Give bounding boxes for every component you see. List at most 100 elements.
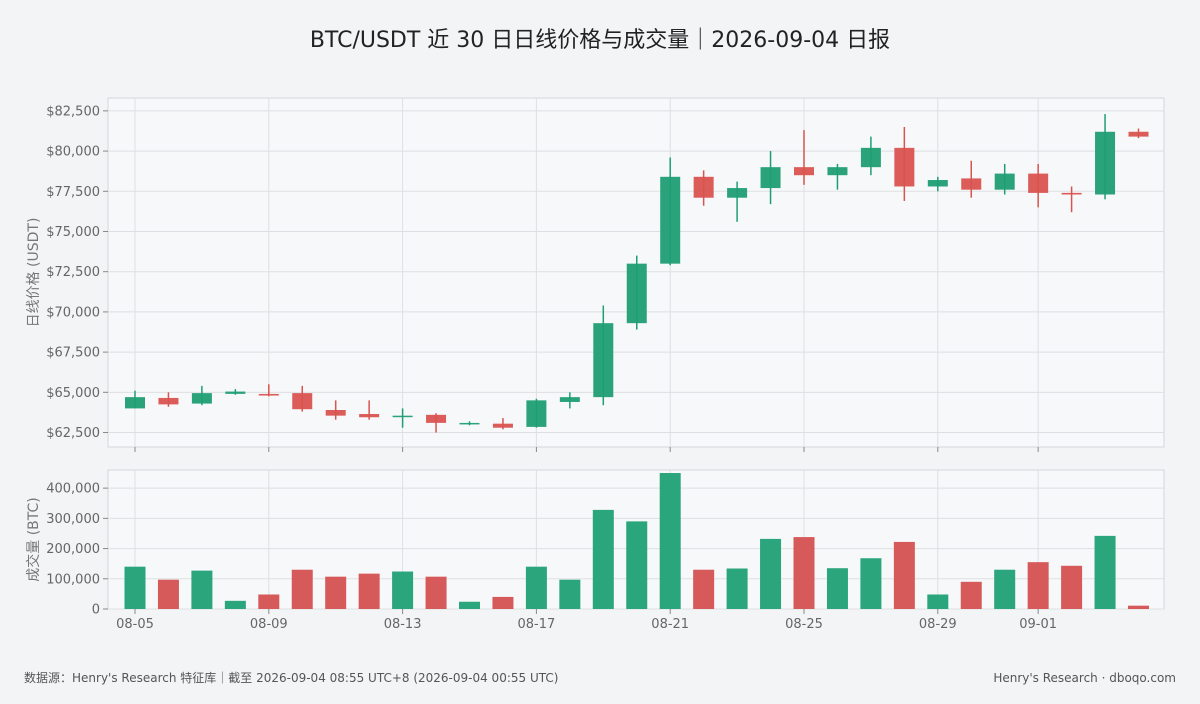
volume-y-tick-label: 0 xyxy=(92,603,100,618)
volume-bar xyxy=(994,569,1016,609)
volume-bar xyxy=(893,541,915,609)
candle-body xyxy=(1095,131,1116,195)
candle-body xyxy=(158,397,179,405)
candle xyxy=(492,418,513,430)
candle-body xyxy=(994,173,1015,190)
price-y-tick-label: $77,500 xyxy=(46,185,100,200)
volume-bar xyxy=(525,566,547,609)
candle-body xyxy=(593,323,614,398)
price-y-tick-label: $72,500 xyxy=(46,265,100,280)
candle-body xyxy=(760,167,781,189)
x-tick-label: 08-17 xyxy=(518,617,556,632)
footer-brand: Henry's Research · dboqo.com xyxy=(993,671,1176,685)
volume-bar xyxy=(860,558,882,609)
price-y-tick-label: $67,500 xyxy=(46,346,100,361)
price-y-ticks: $62,500 $65,000 $67,500 $70,000 $72,500 $75,0… xyxy=(46,104,108,441)
candle xyxy=(927,176,948,192)
candle xyxy=(359,400,380,420)
volume-bar xyxy=(626,521,648,609)
footer-source: 数据源：Henry's Research 特征库｜截至 2026-09-04 0… xyxy=(24,670,558,685)
candle xyxy=(727,181,748,222)
x-tick-label: 08-05 xyxy=(116,617,154,632)
candle-body xyxy=(492,423,513,428)
candle xyxy=(158,392,179,407)
x-tick-label: 08-09 xyxy=(250,617,288,632)
volume-bar xyxy=(1027,562,1049,609)
chart-title: BTC/USDT 近 30 日日线价格与成交量｜2026-09-04 日报 xyxy=(310,28,890,53)
candle-body xyxy=(258,393,279,396)
candle xyxy=(660,157,681,266)
volume-bar xyxy=(793,537,815,609)
volume-y-tick-label: 100,000 xyxy=(46,572,100,587)
price-y-tick-label: $82,500 xyxy=(46,104,100,119)
candle xyxy=(225,389,246,395)
volume-bar xyxy=(592,509,614,609)
x-tick-label: 08-29 xyxy=(919,617,957,632)
volume-y-ticks: 0 100,000 200,000 300,000 400,000 xyxy=(46,482,108,618)
candle xyxy=(760,151,781,205)
candlesticks xyxy=(125,114,1149,433)
volume-bar xyxy=(325,576,347,609)
candle xyxy=(258,384,279,397)
candle-body xyxy=(827,167,848,176)
volume-bar xyxy=(358,573,380,609)
volume-bar xyxy=(157,579,179,609)
volume-y-tick-label: 400,000 xyxy=(46,482,100,497)
volume-bars xyxy=(124,473,1149,609)
volume-y-tick-label: 200,000 xyxy=(46,542,100,557)
volume-bar xyxy=(826,568,848,609)
candle xyxy=(994,163,1015,195)
candle-body xyxy=(359,414,380,418)
volume-y-tick-label: 300,000 xyxy=(46,512,100,527)
price-y-axis-label: 日线价格 (USDT) xyxy=(26,218,42,328)
candle-body xyxy=(1061,192,1082,195)
candle xyxy=(693,170,714,206)
volume-bar xyxy=(224,600,246,609)
candle-body xyxy=(860,147,881,168)
x-tick-label: 08-21 xyxy=(651,617,689,632)
volume-bar xyxy=(291,569,313,609)
candle xyxy=(827,163,848,190)
candle xyxy=(860,136,881,176)
volume-bar xyxy=(760,538,782,609)
volume-bar xyxy=(1061,565,1083,609)
price-y-tick-label: $75,000 xyxy=(46,225,100,240)
volume-bar xyxy=(726,568,748,609)
price-y-tick-label: $65,000 xyxy=(46,386,100,401)
candle-body xyxy=(961,178,982,190)
volume-bar xyxy=(1128,605,1149,609)
candle-body xyxy=(894,147,915,187)
candle-body xyxy=(559,397,580,402)
candle-body xyxy=(626,263,647,324)
volume-bar xyxy=(124,566,146,609)
candle xyxy=(1028,163,1049,208)
candle-body xyxy=(927,180,948,187)
candle xyxy=(1128,128,1149,139)
candle xyxy=(559,392,580,409)
candle-body xyxy=(392,415,413,418)
candle-body xyxy=(191,393,212,404)
candle xyxy=(125,390,145,409)
candle xyxy=(794,130,814,185)
volume-bar xyxy=(425,576,447,609)
candle-body xyxy=(225,391,246,394)
candle-body xyxy=(292,393,313,410)
candle-body xyxy=(794,167,814,176)
x-ticks: 08-05 08-09 08-13 08-17 08-21 08-25 08-29 09-01 xyxy=(116,447,1057,632)
price-y-tick-label: $70,000 xyxy=(46,305,100,320)
candle-body xyxy=(1128,131,1149,137)
candle xyxy=(325,400,346,420)
candle xyxy=(626,255,647,330)
candle-body xyxy=(1028,173,1049,193)
candle-body xyxy=(727,188,748,198)
candle-body xyxy=(325,410,346,416)
volume-bar xyxy=(492,596,514,609)
price-y-tick-label: $80,000 xyxy=(46,145,100,160)
candle xyxy=(292,385,313,412)
candle xyxy=(459,421,480,426)
candle-body xyxy=(125,397,145,409)
candle xyxy=(191,385,212,406)
volume-bar xyxy=(693,569,715,609)
